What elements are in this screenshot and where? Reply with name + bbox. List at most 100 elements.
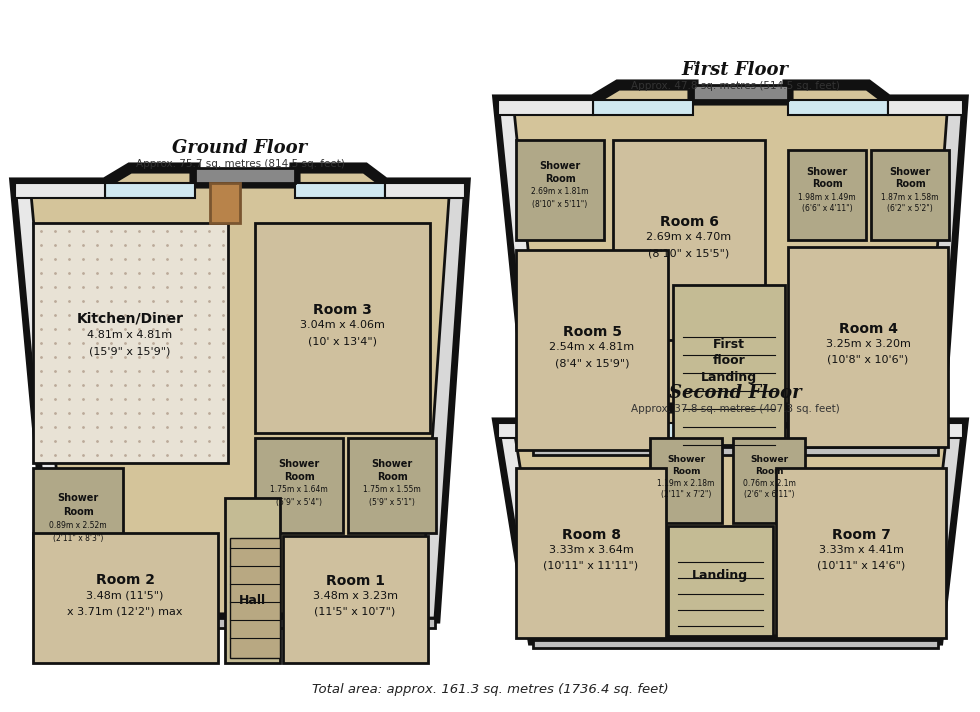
Polygon shape	[15, 183, 70, 618]
Text: (11'5" x 10'7"): (11'5" x 10'7")	[315, 607, 396, 617]
Text: Approx. 37.8 sq. metres (407.3 sq. feet): Approx. 37.8 sq. metres (407.3 sq. feet)	[630, 404, 840, 414]
Bar	[733, 438, 805, 523]
Text: floor: floor	[712, 355, 746, 367]
Bar	[650, 438, 722, 523]
Bar	[673, 285, 785, 445]
Text: Shower: Shower	[371, 459, 413, 469]
Text: 1.19m x 2.18m: 1.19m x 2.18m	[658, 479, 714, 488]
Polygon shape	[210, 183, 240, 223]
Polygon shape	[693, 85, 788, 100]
Text: Room: Room	[755, 466, 783, 476]
Polygon shape	[533, 447, 938, 455]
Polygon shape	[533, 640, 938, 648]
Text: 0.89m x 2.52m: 0.89m x 2.52m	[49, 521, 107, 530]
Text: Room: Room	[63, 507, 93, 517]
Polygon shape	[295, 183, 385, 198]
Text: First Floor: First Floor	[681, 61, 789, 79]
Text: 3.48m (11'5"): 3.48m (11'5")	[86, 590, 164, 600]
Text: Shower: Shower	[890, 167, 931, 177]
Polygon shape	[693, 408, 788, 423]
Polygon shape	[498, 100, 593, 115]
Text: Room 3: Room 3	[313, 303, 371, 317]
Text: 3.48m x 3.23m: 3.48m x 3.23m	[313, 591, 398, 601]
Text: Room 2: Room 2	[95, 573, 155, 587]
Polygon shape	[15, 168, 465, 618]
Text: (2'11" x 7'2"): (2'11" x 7'2")	[661, 491, 711, 500]
Polygon shape	[498, 423, 593, 438]
Bar	[516, 250, 668, 450]
Text: Shower: Shower	[58, 493, 99, 503]
Polygon shape	[195, 168, 295, 183]
Polygon shape	[385, 183, 465, 198]
Text: 4.81m x 4.81m: 4.81m x 4.81m	[87, 330, 172, 340]
Text: 3.33m x 4.41m: 3.33m x 4.41m	[818, 545, 904, 555]
Text: Room 1: Room 1	[325, 574, 384, 588]
Text: 0.76m x 2.1m: 0.76m x 2.1m	[743, 479, 796, 488]
Text: 1.87m x 1.58m: 1.87m x 1.58m	[881, 192, 939, 201]
Polygon shape	[593, 423, 693, 438]
Bar	[225, 498, 280, 663]
Bar	[788, 247, 948, 447]
Text: Room 6: Room 6	[660, 215, 718, 229]
Text: Second Floor: Second Floor	[668, 384, 802, 402]
Polygon shape	[498, 100, 548, 447]
Text: (10'11" x 11'11"): (10'11" x 11'11")	[544, 561, 639, 571]
Text: (10'11" x 14'6"): (10'11" x 14'6")	[817, 561, 906, 571]
Polygon shape	[788, 423, 888, 438]
Text: (8'4" x 15'9"): (8'4" x 15'9")	[555, 358, 629, 368]
Text: (2'11" x 8'3"): (2'11" x 8'3")	[53, 533, 103, 543]
Bar	[516, 468, 666, 638]
Text: Room: Room	[283, 472, 315, 482]
Polygon shape	[498, 423, 548, 640]
Text: Landing: Landing	[701, 372, 758, 384]
Text: Shower: Shower	[278, 459, 319, 469]
Text: Shower: Shower	[539, 161, 580, 171]
Polygon shape	[230, 538, 280, 658]
Text: 3.04m x 4.06m: 3.04m x 4.06m	[300, 320, 384, 330]
Bar	[668, 526, 773, 636]
Text: 2.69m x 4.70m: 2.69m x 4.70m	[647, 232, 731, 242]
Polygon shape	[888, 423, 963, 438]
Text: Ground Floor: Ground Floor	[172, 139, 308, 157]
Text: Shower: Shower	[750, 456, 788, 464]
Text: 1.75m x 1.55m: 1.75m x 1.55m	[364, 486, 420, 495]
Polygon shape	[788, 100, 888, 115]
Text: 2.54m x 4.81m: 2.54m x 4.81m	[550, 342, 635, 352]
Text: (6'6" x 4'11"): (6'6" x 4'11")	[802, 204, 853, 212]
Bar	[613, 140, 765, 340]
Text: (2'6" x 6'11"): (2'6" x 6'11")	[744, 491, 794, 500]
Text: (15'9" x 15'9"): (15'9" x 15'9")	[89, 346, 171, 356]
Bar	[255, 438, 343, 533]
Text: Room 7: Room 7	[832, 528, 891, 542]
Text: (6'2" x 5'2"): (6'2" x 5'2")	[887, 204, 933, 212]
Bar	[348, 438, 436, 533]
Text: (8'10" x 5'11"): (8'10" x 5'11")	[532, 199, 588, 209]
Text: Room: Room	[671, 466, 701, 476]
Text: Room 5: Room 5	[563, 325, 621, 339]
Text: (10' x 13'4"): (10' x 13'4")	[308, 336, 376, 346]
Text: Room: Room	[895, 179, 925, 189]
Bar	[871, 150, 949, 240]
Text: Room 8: Room 8	[562, 528, 620, 542]
Bar	[776, 468, 946, 638]
Bar	[516, 140, 604, 240]
Bar	[33, 223, 228, 463]
Polygon shape	[105, 183, 195, 198]
Bar	[788, 150, 866, 240]
Text: Room: Room	[811, 179, 843, 189]
Text: Approx. 47.8 sq. metres (514.5 sq. feet): Approx. 47.8 sq. metres (514.5 sq. feet)	[630, 81, 840, 91]
Text: x 3.71m (12'2") max: x 3.71m (12'2") max	[68, 606, 182, 616]
Polygon shape	[498, 408, 963, 640]
Text: Kitchen/Diner: Kitchen/Diner	[76, 311, 183, 325]
Polygon shape	[420, 183, 465, 618]
Text: Room: Room	[376, 472, 408, 482]
Text: Shower: Shower	[807, 167, 848, 177]
Bar	[33, 468, 123, 568]
Text: Shower: Shower	[667, 456, 705, 464]
Text: 1.75m x 1.64m: 1.75m x 1.64m	[270, 486, 328, 495]
Polygon shape	[15, 183, 105, 198]
Text: (5'9" x 5'1"): (5'9" x 5'1")	[369, 498, 415, 506]
Polygon shape	[593, 100, 693, 115]
Text: 3.25m x 3.20m: 3.25m x 3.20m	[825, 339, 910, 349]
Text: Approx. 75.7 sq. metres (814.5 sq. feet): Approx. 75.7 sq. metres (814.5 sq. feet)	[135, 159, 344, 169]
